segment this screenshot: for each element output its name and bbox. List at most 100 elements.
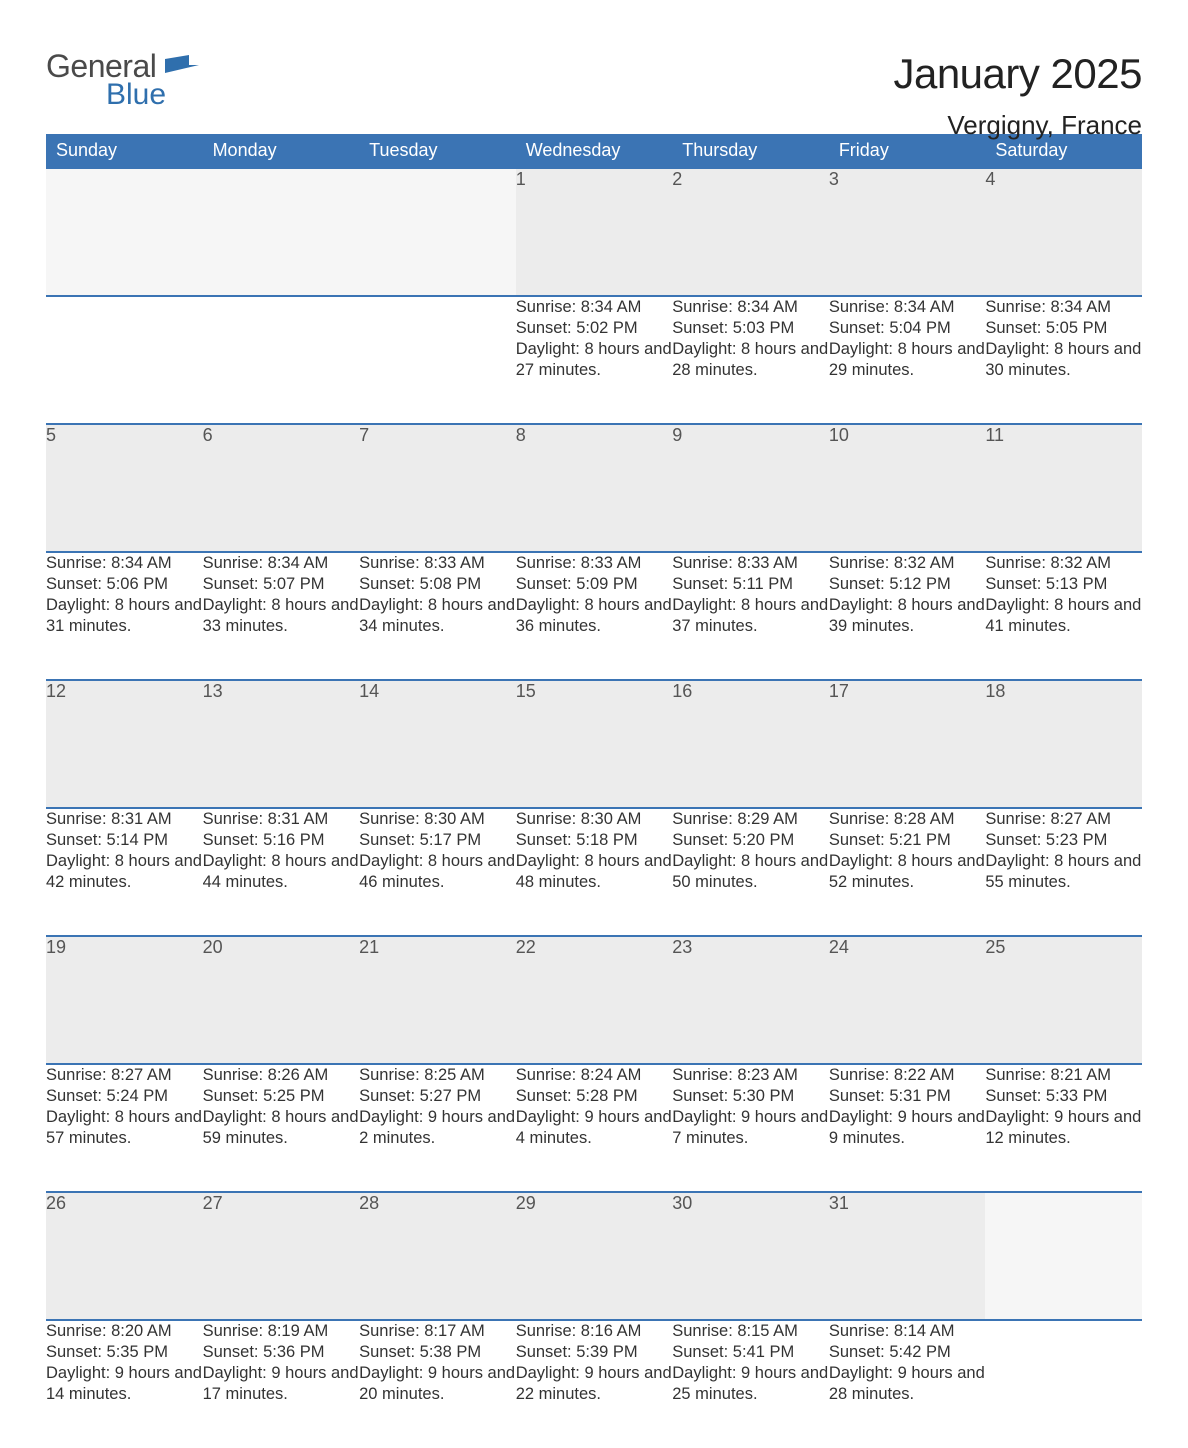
sunrise-line: Sunrise: 8:26 AM xyxy=(203,1065,360,1086)
month-title: January 2025 xyxy=(893,50,1142,98)
sunset-line: Sunset: 5:25 PM xyxy=(203,1086,360,1107)
sunset-line: Sunset: 5:18 PM xyxy=(516,830,673,851)
sunset-line: Sunset: 5:27 PM xyxy=(359,1086,516,1107)
daylight-line: Daylight: 8 hours and 46 minutes. xyxy=(359,851,516,893)
title-block: January 2025 Vergigny, France xyxy=(893,50,1142,141)
daylight-line: Daylight: 8 hours and 55 minutes. xyxy=(985,851,1142,893)
day-number-cell: 28 xyxy=(359,1192,516,1320)
day-number-cell: 26 xyxy=(46,1192,203,1320)
daylight-line: Daylight: 8 hours and 44 minutes. xyxy=(203,851,360,893)
day-number-cell: 6 xyxy=(203,424,360,552)
sunrise-line: Sunrise: 8:34 AM xyxy=(516,297,673,318)
day-header: Wednesday xyxy=(516,134,673,168)
week-daynum-row: 19202122232425 xyxy=(46,936,1142,1064)
week-detail-row: Sunrise: 8:34 AMSunset: 5:06 PMDaylight:… xyxy=(46,552,1142,680)
day-number-cell: 14 xyxy=(359,680,516,808)
sunset-line: Sunset: 5:20 PM xyxy=(672,830,829,851)
week-daynum-row: 12131415161718 xyxy=(46,680,1142,808)
day-number-cell: 17 xyxy=(829,680,986,808)
daylight-line: Daylight: 8 hours and 39 minutes. xyxy=(829,595,986,637)
daylight-line: Daylight: 8 hours and 28 minutes. xyxy=(672,339,829,381)
day-detail-cell: Sunrise: 8:14 AMSunset: 5:42 PMDaylight:… xyxy=(829,1320,986,1448)
day-number-cell: 29 xyxy=(516,1192,673,1320)
day-number-cell: 5 xyxy=(46,424,203,552)
week-daynum-row: 567891011 xyxy=(46,424,1142,552)
sunrise-line: Sunrise: 8:17 AM xyxy=(359,1321,516,1342)
sunrise-line: Sunrise: 8:27 AM xyxy=(46,1065,203,1086)
day-detail-cell: Sunrise: 8:26 AMSunset: 5:25 PMDaylight:… xyxy=(203,1064,360,1192)
daylight-line: Daylight: 8 hours and 33 minutes. xyxy=(203,595,360,637)
day-header: Monday xyxy=(203,134,360,168)
daylight-line: Daylight: 9 hours and 12 minutes. xyxy=(985,1107,1142,1149)
sunset-line: Sunset: 5:31 PM xyxy=(829,1086,986,1107)
sunrise-line: Sunrise: 8:16 AM xyxy=(516,1321,673,1342)
sunset-line: Sunset: 5:07 PM xyxy=(203,574,360,595)
logo-word-blue: Blue xyxy=(106,78,199,112)
sunrise-line: Sunrise: 8:31 AM xyxy=(46,809,203,830)
sunset-line: Sunset: 5:08 PM xyxy=(359,574,516,595)
day-detail-cell: Sunrise: 8:34 AMSunset: 5:04 PMDaylight:… xyxy=(829,296,986,424)
day-detail-cell: Sunrise: 8:33 AMSunset: 5:09 PMDaylight:… xyxy=(516,552,673,680)
day-detail-cell: Sunrise: 8:23 AMSunset: 5:30 PMDaylight:… xyxy=(672,1064,829,1192)
day-detail-cell: Sunrise: 8:32 AMSunset: 5:12 PMDaylight:… xyxy=(829,552,986,680)
day-number-cell: 7 xyxy=(359,424,516,552)
sunrise-line: Sunrise: 8:28 AM xyxy=(829,809,986,830)
sunset-line: Sunset: 5:33 PM xyxy=(985,1086,1142,1107)
sunset-line: Sunset: 5:41 PM xyxy=(672,1342,829,1363)
sunrise-line: Sunrise: 8:33 AM xyxy=(672,553,829,574)
day-number-cell: 22 xyxy=(516,936,673,1064)
day-detail-cell: Sunrise: 8:31 AMSunset: 5:14 PMDaylight:… xyxy=(46,808,203,936)
day-number-cell: 1 xyxy=(516,168,673,296)
day-detail-cell: Sunrise: 8:21 AMSunset: 5:33 PMDaylight:… xyxy=(985,1064,1142,1192)
sunrise-line: Sunrise: 8:25 AM xyxy=(359,1065,516,1086)
sunrise-line: Sunrise: 8:32 AM xyxy=(829,553,986,574)
sunrise-line: Sunrise: 8:34 AM xyxy=(829,297,986,318)
day-number-cell: 25 xyxy=(985,936,1142,1064)
week-detail-row: Sunrise: 8:34 AMSunset: 5:02 PMDaylight:… xyxy=(46,296,1142,424)
daylight-line: Daylight: 8 hours and 31 minutes. xyxy=(46,595,203,637)
day-number-cell: 30 xyxy=(672,1192,829,1320)
sunset-line: Sunset: 5:02 PM xyxy=(516,318,673,339)
day-number-cell: 12 xyxy=(46,680,203,808)
day-detail-cell: Sunrise: 8:27 AMSunset: 5:23 PMDaylight:… xyxy=(985,808,1142,936)
day-detail-cell xyxy=(359,296,516,424)
day-detail-cell: Sunrise: 8:19 AMSunset: 5:36 PMDaylight:… xyxy=(203,1320,360,1448)
daylight-line: Daylight: 8 hours and 29 minutes. xyxy=(829,339,986,381)
sunrise-line: Sunrise: 8:34 AM xyxy=(985,297,1142,318)
day-number-cell: 3 xyxy=(829,168,986,296)
daylight-line: Daylight: 8 hours and 36 minutes. xyxy=(516,595,673,637)
day-number-cell: 27 xyxy=(203,1192,360,1320)
day-detail-cell: Sunrise: 8:34 AMSunset: 5:03 PMDaylight:… xyxy=(672,296,829,424)
day-number-cell: 4 xyxy=(985,168,1142,296)
sunset-line: Sunset: 5:42 PM xyxy=(829,1342,986,1363)
sunrise-line: Sunrise: 8:27 AM xyxy=(985,809,1142,830)
sunrise-line: Sunrise: 8:22 AM xyxy=(829,1065,986,1086)
day-number-cell: 13 xyxy=(203,680,360,808)
sunset-line: Sunset: 5:09 PM xyxy=(516,574,673,595)
day-detail-cell: Sunrise: 8:31 AMSunset: 5:16 PMDaylight:… xyxy=(203,808,360,936)
sunset-line: Sunset: 5:30 PM xyxy=(672,1086,829,1107)
day-number-cell: 24 xyxy=(829,936,986,1064)
sunrise-line: Sunrise: 8:34 AM xyxy=(203,553,360,574)
day-number-cell: 8 xyxy=(516,424,673,552)
sunrise-line: Sunrise: 8:20 AM xyxy=(46,1321,203,1342)
day-number-cell: 31 xyxy=(829,1192,986,1320)
day-number-cell xyxy=(985,1192,1142,1320)
day-detail-cell: Sunrise: 8:20 AMSunset: 5:35 PMDaylight:… xyxy=(46,1320,203,1448)
day-number-cell: 18 xyxy=(985,680,1142,808)
sunset-line: Sunset: 5:17 PM xyxy=(359,830,516,851)
day-detail-cell xyxy=(46,296,203,424)
sunrise-line: Sunrise: 8:31 AM xyxy=(203,809,360,830)
sunrise-line: Sunrise: 8:15 AM xyxy=(672,1321,829,1342)
daylight-line: Daylight: 9 hours and 4 minutes. xyxy=(516,1107,673,1149)
day-header: Tuesday xyxy=(359,134,516,168)
sunrise-line: Sunrise: 8:29 AM xyxy=(672,809,829,830)
sunrise-line: Sunrise: 8:34 AM xyxy=(672,297,829,318)
daylight-line: Daylight: 8 hours and 48 minutes. xyxy=(516,851,673,893)
day-detail-cell: Sunrise: 8:27 AMSunset: 5:24 PMDaylight:… xyxy=(46,1064,203,1192)
week-daynum-row: 262728293031 xyxy=(46,1192,1142,1320)
sunset-line: Sunset: 5:06 PM xyxy=(46,574,203,595)
sunrise-line: Sunrise: 8:24 AM xyxy=(516,1065,673,1086)
sunset-line: Sunset: 5:12 PM xyxy=(829,574,986,595)
day-detail-cell: Sunrise: 8:25 AMSunset: 5:27 PMDaylight:… xyxy=(359,1064,516,1192)
